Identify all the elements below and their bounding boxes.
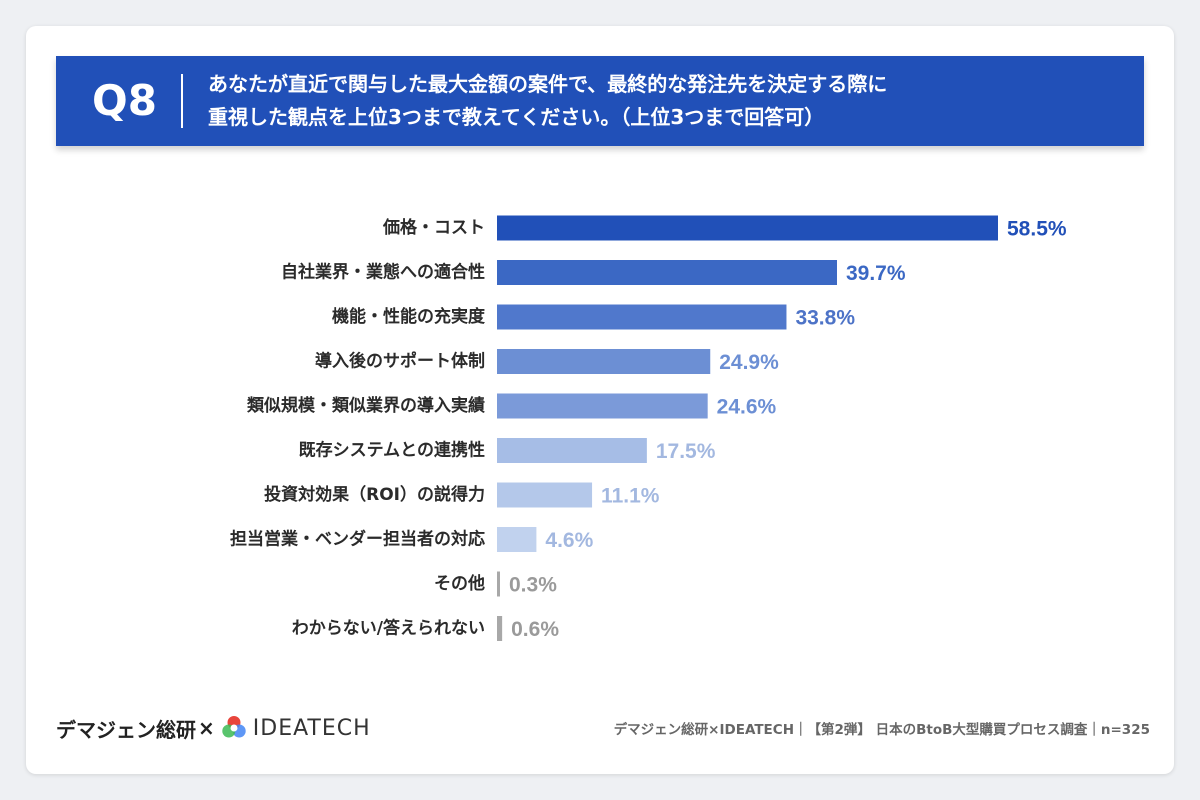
category-label: 類似規模・類似業界の導入実績 <box>246 395 485 416</box>
category-label: 導入後のサポート体制 <box>315 351 485 372</box>
brand-demagen: デマジェン総研 <box>56 717 196 742</box>
category-label: 投資対効果（ROI）の説得力 <box>264 484 485 505</box>
question-line-1: あなたが直近で関与した最大金額の案件で、最終的な発注先を決定する際に <box>208 72 888 96</box>
value-label: 11.1% <box>601 485 660 508</box>
category-label: 機能・性能の充実度 <box>332 306 486 327</box>
category-label: 既存システムとの連携性 <box>299 440 485 461</box>
value-label: 0.6% <box>511 618 559 641</box>
bar <box>497 260 837 285</box>
footer-brand: デマジェン総研 × IDEATECH <box>56 711 371 745</box>
bar <box>497 304 787 330</box>
question-divider <box>181 74 183 128</box>
value-label: 0.3% <box>509 574 557 597</box>
value-label: 17.5% <box>656 440 716 463</box>
brand-times: × <box>198 716 215 740</box>
bar <box>497 349 711 374</box>
value-label: 39.7% <box>846 262 906 285</box>
source-note: デマジェン総研×IDEATECH｜【第2弾】 日本のBtoB大型購買プロセス調査… <box>613 722 1150 738</box>
category-label: 価格・コスト <box>382 217 485 238</box>
category-label: その他 <box>434 573 485 594</box>
question-text: あなたが直近で関与した最大金額の案件で、最終的な発注先を決定する際に 重視した観… <box>208 68 1128 134</box>
bar <box>497 616 503 641</box>
question-line-2: 重視した観点を上位3つまで教えてください。（上位3つまで回答可） <box>208 105 825 129</box>
ideatech-logo-icon <box>222 716 246 738</box>
value-label: 24.9% <box>719 351 779 374</box>
category-label: わからない/答えられない <box>292 618 485 639</box>
category-label: 担当営業・ベンダー担当者の対応 <box>230 529 485 550</box>
bar <box>497 438 647 463</box>
value-label: 33.8% <box>795 307 855 330</box>
bar <box>497 393 708 419</box>
bar <box>497 527 537 552</box>
bar-chart: 価格・コスト 58.5% 自社業界・業態への適合性 39.7% 機能・性能の充実度 33.… <box>230 215 1067 641</box>
value-label: 24.6% <box>717 396 777 419</box>
category-label: 自社業界・業態への適合性 <box>281 262 485 283</box>
question-number: Q8 <box>92 76 157 125</box>
bar <box>497 571 500 597</box>
value-label: 4.6% <box>545 529 593 552</box>
bar <box>497 482 593 508</box>
brand-ideatech: IDEATECH <box>252 715 371 741</box>
value-label: 58.5% <box>1007 218 1067 241</box>
question-banner: Q8 あなたが直近で関与した最大金額の案件で、最終的な発注先を決定する際に 重視… <box>56 56 1144 146</box>
bar <box>497 215 998 241</box>
